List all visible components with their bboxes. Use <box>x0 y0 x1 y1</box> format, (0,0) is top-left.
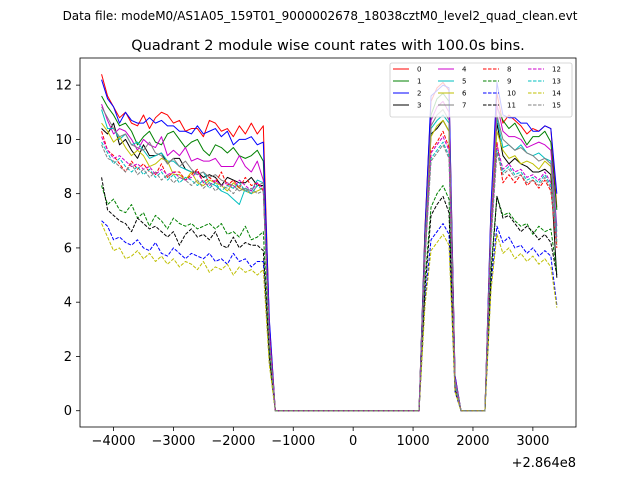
y-axis: 0 2 4 6 8 10 12 <box>55 79 80 419</box>
series-line-9 <box>101 185 558 412</box>
series-layer <box>101 74 558 412</box>
legend-label-8: 8 <box>507 66 511 74</box>
legend-label-12: 12 <box>552 66 561 74</box>
figure-suptitle: Data file: modeM0/AS1A05_159T01_90000026… <box>63 9 578 23</box>
legend-label-15: 15 <box>552 102 561 110</box>
y-tick-label: 10 <box>55 133 72 148</box>
x-tick-label: 1000 <box>397 434 430 449</box>
y-tick-label: 8 <box>64 187 72 202</box>
y-tick-label: 0 <box>64 404 72 419</box>
x-tick-label: 0 <box>349 434 357 449</box>
legend-label-6: 6 <box>462 90 467 98</box>
legend-label-1: 1 <box>417 78 421 86</box>
legend-label-5: 5 <box>462 78 466 86</box>
legend-label-2: 2 <box>417 90 421 98</box>
legend-label-0: 0 <box>417 66 421 74</box>
y-tick-label: 12 <box>55 79 72 94</box>
legend-label-10: 10 <box>507 90 516 98</box>
x-tick-label: −2000 <box>211 434 255 449</box>
legend-label-9: 9 <box>507 78 511 86</box>
y-tick-label: 2 <box>64 350 72 365</box>
plot-area <box>79 57 577 428</box>
x-offset-label: +2.864e8 <box>512 456 576 471</box>
axes-frame <box>79 57 577 428</box>
x-tick-label: −4000 <box>92 434 136 449</box>
x-tick-label: 3000 <box>516 434 549 449</box>
x-tick-label: 2000 <box>456 434 489 449</box>
x-tick-label: −1000 <box>271 434 315 449</box>
legend-label-14: 14 <box>552 90 561 98</box>
y-tick-label: 6 <box>64 241 72 256</box>
legend-label-11: 11 <box>507 102 516 110</box>
legend-label-3: 3 <box>417 102 421 110</box>
legend-label-7: 7 <box>462 102 466 110</box>
legend-frame <box>389 62 573 118</box>
y-tick-label: 4 <box>64 296 72 311</box>
legend-label-4: 4 <box>462 66 467 74</box>
x-axis: −4000 −3000 −2000 −1000 0 1000 2000 3000 <box>92 427 549 449</box>
chart-title: Quadrant 2 module wise count rates with … <box>131 38 525 54</box>
series-line-15 <box>101 144 558 412</box>
legend-label-13: 13 <box>552 78 561 86</box>
x-tick-label: −3000 <box>151 434 195 449</box>
